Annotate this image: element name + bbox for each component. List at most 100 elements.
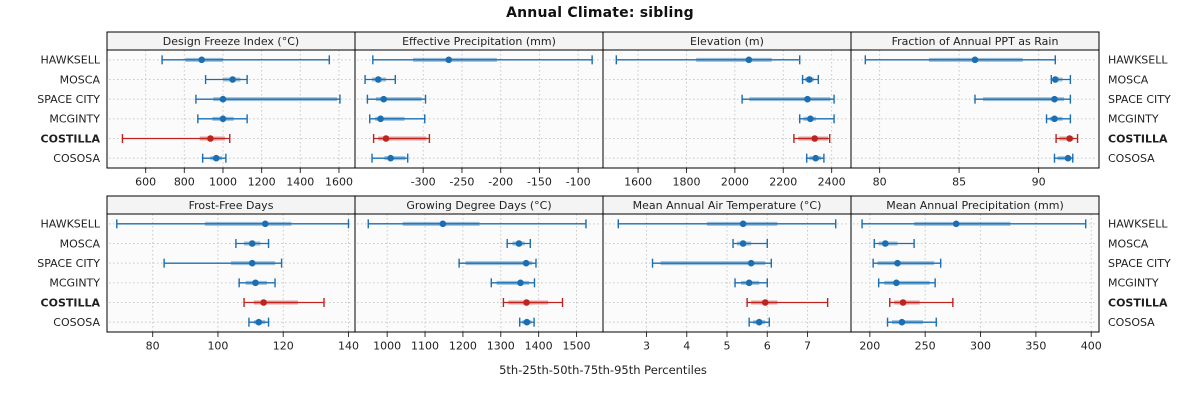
median-dot (382, 135, 390, 142)
median-dot (252, 279, 259, 287)
median-dot (1051, 115, 1058, 123)
panel-fraction-of-annual-ppt-as-rain: 80 85 90 Fraction of Annual PPT as Rain (850, 31, 1100, 189)
x-tick-label: 1800 (672, 176, 700, 189)
median-dot (380, 95, 387, 103)
x-tick-label: -250 (449, 176, 474, 189)
site-label-right: HAWKSELL (1108, 218, 1168, 231)
x-tick-label: 2400 (818, 176, 846, 189)
percentile-series-hawksell (861, 219, 1087, 229)
x-tick-label: 80 (146, 340, 160, 353)
x-tick-label: -300 (411, 176, 436, 189)
site-label-left: COSOSA (53, 316, 100, 329)
percentile-series-cososa (886, 317, 937, 327)
percentile-series-mosca (506, 239, 532, 248)
x-tick-label: 350 (1025, 340, 1046, 353)
site-label-left: COSTILLA (41, 296, 101, 309)
x-tick-label: 800 (174, 176, 195, 189)
panel-header-label: Frost-Free Days (189, 199, 274, 212)
site-label-right: MOSCA (1108, 73, 1149, 86)
x-tick-label: 1000 (209, 176, 237, 189)
x-tick-label: 140 (338, 340, 359, 353)
median-dot (248, 240, 256, 247)
x-tick-label: 120 (273, 340, 294, 353)
panel-header-label: Growing Degree Days (°C) (406, 199, 551, 212)
x-tick-label: 85 (952, 176, 966, 189)
percentile-series-mcginty (197, 114, 248, 124)
percentile-series-mcginty (734, 278, 768, 288)
median-dot (894, 259, 901, 267)
x-tick-label: -150 (527, 176, 552, 189)
site-label-right: HAWKSELL (1108, 54, 1168, 67)
panel-growing-degree-days-c: 1000 1100 1200 1300 1400 1500 Growing Degree D… (354, 195, 604, 353)
median-dot (882, 240, 889, 247)
percentile-series-space-city (651, 258, 772, 268)
percentile-series-costilla (889, 298, 954, 307)
percentile-series-mcginty (238, 278, 276, 288)
median-dot (898, 318, 906, 326)
percentile-series-space-city (366, 94, 427, 104)
x-tick-label: 2000 (721, 176, 749, 189)
site-label-left: MOSCA (60, 237, 101, 250)
percentile-series-space-city (974, 94, 1072, 104)
median-dot (1064, 154, 1072, 162)
x-tick-label: 7 (804, 340, 811, 353)
percentile-series-mosca (873, 239, 915, 248)
site-label-left: MCGINTY (49, 113, 100, 126)
median-dot (219, 115, 227, 123)
median-dot (445, 56, 453, 64)
median-dot (439, 220, 447, 228)
x-tick-label: 6 (764, 340, 771, 353)
site-label-right: COSOSA (1108, 316, 1155, 329)
panel-header-label: Mean Annual Precipitation (mm) (886, 199, 1063, 212)
site-label-right: MCGINTY (1108, 277, 1159, 290)
median-dot (747, 259, 755, 267)
x-tick-label: 250 (915, 340, 936, 353)
percentile-series-space-city (458, 258, 537, 268)
x-tick-label: 100 (207, 340, 228, 353)
site-label-left: MCGINTY (49, 277, 100, 290)
median-dot (1051, 95, 1058, 103)
site-label-left: HAWKSELL (41, 218, 101, 231)
median-dot (806, 76, 813, 83)
median-dot (899, 299, 907, 306)
median-dot (207, 135, 214, 142)
median-dot (515, 240, 523, 247)
median-dot (811, 135, 819, 142)
median-dot (739, 220, 747, 228)
percentile-series-mosca (1050, 75, 1072, 84)
x-tick-label: 400 (1081, 340, 1102, 353)
percentile-series-costilla (502, 298, 564, 307)
panel-header-label: Design Freeze Index (°C) (163, 35, 299, 48)
x-tick-label: 1400 (286, 176, 314, 189)
median-dot (255, 318, 263, 326)
median-dot (260, 299, 267, 306)
percentile-series-space-city (741, 94, 835, 104)
percentile-series-cososa (806, 153, 825, 163)
panel-design-freeze-index-c: 600 800 1000 1200 1400 1600 Design Freeze Inde… (106, 31, 356, 189)
median-dot (517, 279, 524, 287)
x-tick-label: 1200 (248, 176, 276, 189)
axis-caption: 5th-25th-50th-75th-95th Percentiles (499, 363, 707, 377)
median-dot (219, 95, 227, 103)
median-dot (893, 279, 900, 287)
x-tick-label: -200 (488, 176, 513, 189)
percentile-series-mosca (732, 239, 768, 248)
percentile-series-mosca (204, 75, 248, 84)
percentile-series-hawksell (367, 219, 587, 229)
median-dot (523, 299, 530, 306)
x-tick-label: 1600 (624, 176, 652, 189)
site-label-right: MCGINTY (1108, 113, 1159, 126)
percentile-series-hawksell (617, 219, 837, 229)
median-dot (952, 220, 960, 228)
median-dot (804, 95, 811, 103)
median-dot (971, 56, 979, 64)
median-dot (1066, 135, 1073, 142)
panel-elevation-m: 1600 1800 2000 2200 2400 Elevation (m) (602, 31, 852, 189)
x-tick-label: 1600 (325, 176, 353, 189)
median-dot (198, 56, 206, 64)
median-dot (745, 56, 753, 64)
percentile-series-cososa (1053, 153, 1074, 163)
panel-mean-annual-precipitation-mm: 200 250 300 350 400 Mean Annual Precipitation… (850, 195, 1102, 353)
x-tick-label: 1100 (411, 340, 439, 353)
